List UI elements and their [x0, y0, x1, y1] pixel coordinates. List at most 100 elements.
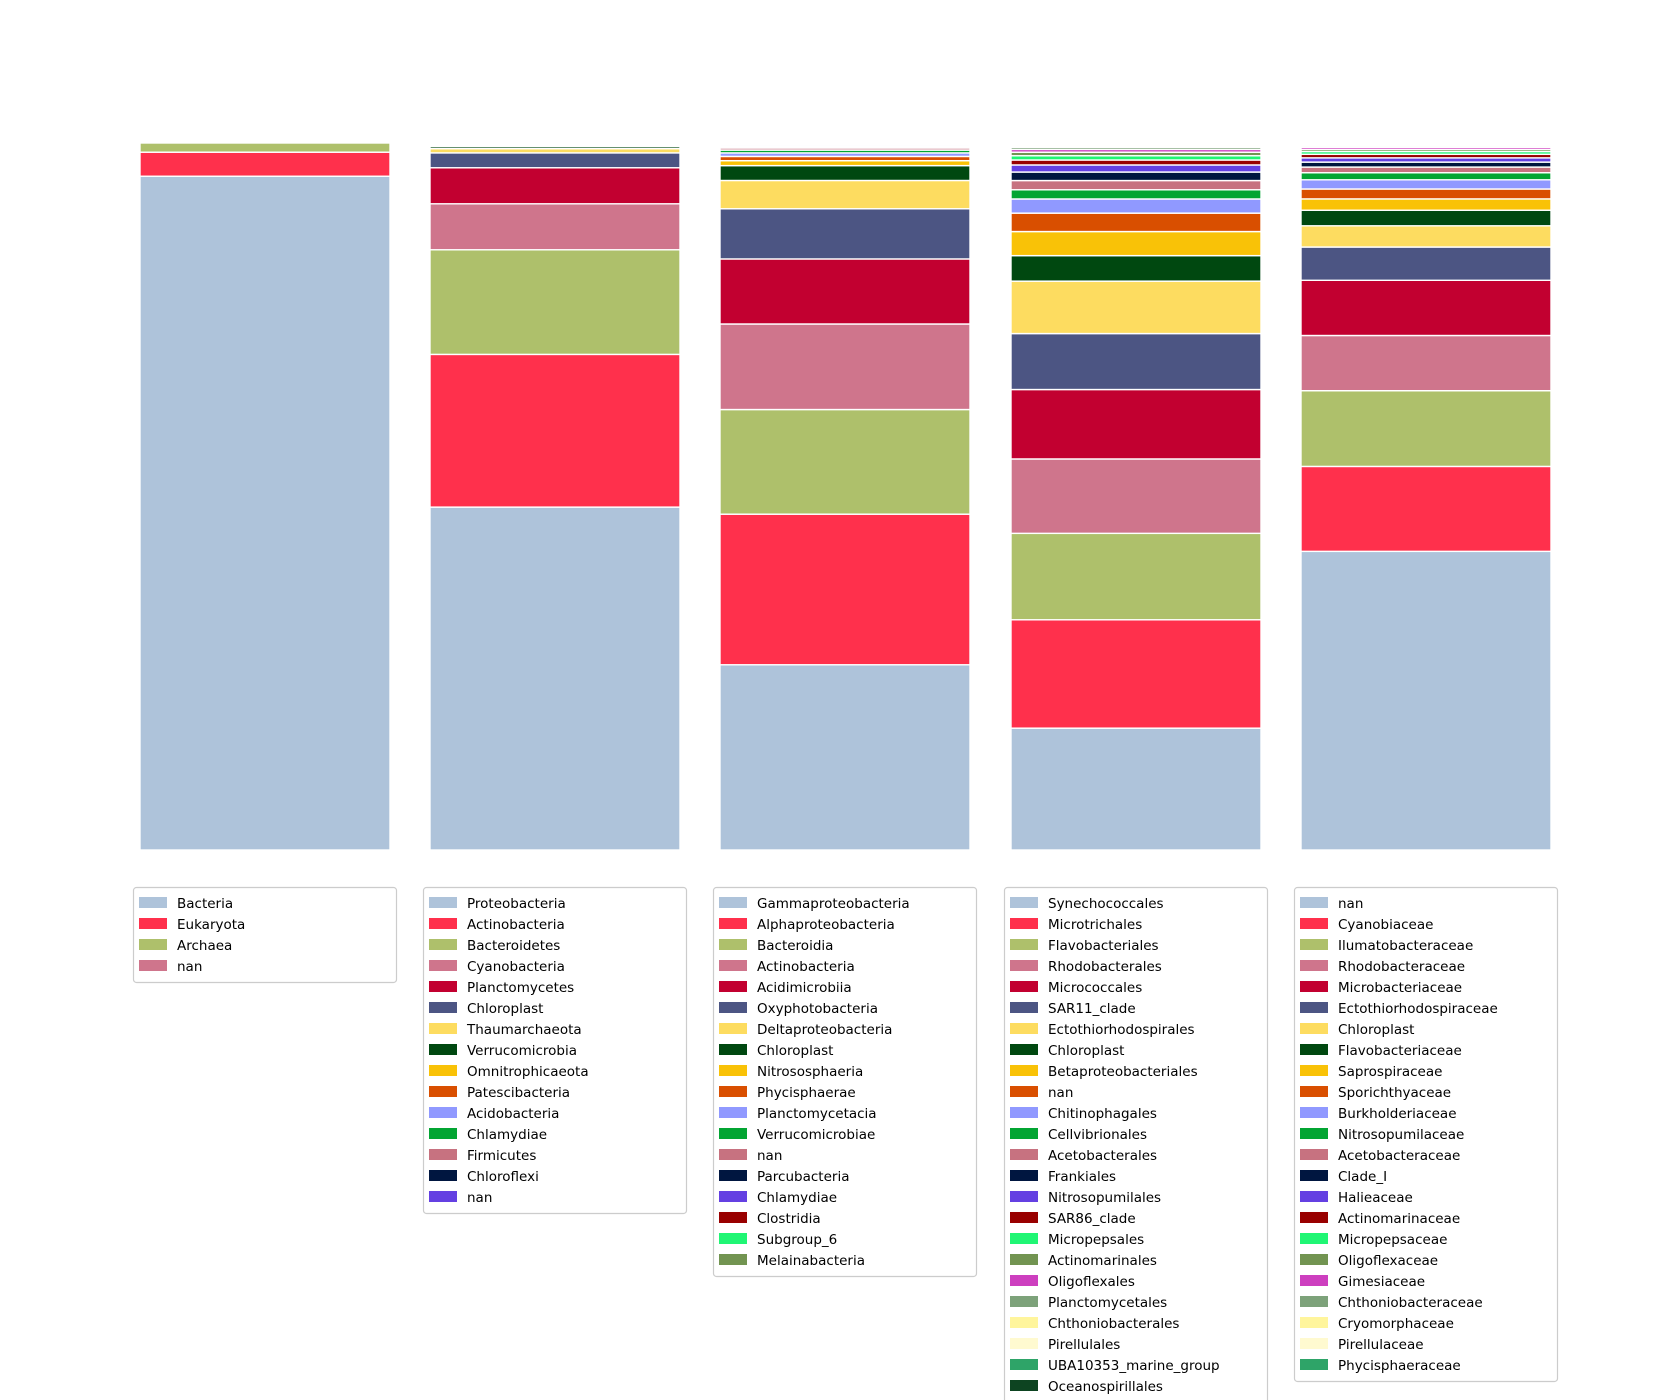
- chart-order: Synechococcales Microtrichales Flavobacter…: [1003, 142, 1269, 1400]
- bar-segment-saprospiraceae: [1300, 198, 1552, 211]
- bar-segment-chloroplast: [719, 164, 971, 182]
- legend-swatch: [429, 1086, 457, 1097]
- legend-label: nan: [467, 1190, 492, 1206]
- legend-swatch: [1300, 1233, 1328, 1244]
- legend-frame: [1293, 886, 1559, 1383]
- bar-segment-chitinophagales: [1010, 198, 1262, 214]
- legend-label: Chloroplast: [1048, 1043, 1124, 1059]
- legend-domain: Bacteria Eukaryota Archaea nan: [132, 886, 398, 984]
- bar-segment-chloroplast: [429, 152, 681, 169]
- legend-swatch: [719, 1170, 747, 1181]
- bar-segment-acetobacteraceae: [1300, 166, 1552, 174]
- legend-swatch: [719, 1044, 747, 1055]
- bar-segment-melainabacteria: [719, 142, 971, 145]
- legend-label: Actinomarinales: [1048, 1253, 1157, 1269]
- legend-label: Actinobacteria: [757, 959, 855, 975]
- legend-swatch: [1010, 1149, 1038, 1160]
- legend-label: Patescibacteria: [467, 1085, 570, 1101]
- bar-segment-nan: [1300, 550, 1552, 851]
- legend-swatch: [1010, 1107, 1038, 1118]
- legend-label: nan: [1338, 896, 1363, 912]
- legend-label: Halieaceae: [1338, 1190, 1413, 1206]
- legend-label: Acidobacteria: [467, 1106, 559, 1122]
- legend-label: Cryomorphaceae: [1338, 1316, 1454, 1332]
- legend-swatch: [429, 1002, 457, 1013]
- legend-label: Clostridia: [757, 1211, 821, 1227]
- chart-phylum: Proteobacteria Actinobacteria Bacteroidete…: [422, 142, 688, 1215]
- legend-label: Chlamydiae: [757, 1190, 837, 1206]
- legend-swatch: [139, 897, 167, 908]
- bar-segment-actinobacteria: [429, 353, 681, 508]
- bar-segment-oxyphotobacteria: [719, 208, 971, 260]
- legend-label: Micropepsaceae: [1338, 1232, 1447, 1248]
- legend-swatch: [139, 960, 167, 971]
- legend-swatch: [1010, 1296, 1038, 1307]
- bar-segment-rhodobacteraceae: [1300, 334, 1552, 392]
- bar-segment-phycisphaeraceae: [1300, 142, 1552, 145]
- legend-swatch: [1010, 1065, 1038, 1076]
- legend-family: nan Cyanobiaceae Ilumatobacteraceae Rhodoba…: [1293, 886, 1559, 1383]
- legend-label: Bacteria: [177, 896, 233, 912]
- chart-domain: Bacteria Eukaryota Archaea nan: [132, 142, 398, 984]
- bar-segment-acidimicrobiia: [719, 258, 971, 325]
- legend-label: nan: [757, 1148, 782, 1164]
- legend-label: Alphaproteobacteria: [757, 917, 895, 933]
- legend-label: nan: [1048, 1085, 1073, 1101]
- legend-swatch: [1300, 1086, 1328, 1097]
- legend-label: Clade_I: [1338, 1169, 1387, 1185]
- legend-swatch: [1300, 1212, 1328, 1223]
- legend-swatch: [1300, 981, 1328, 992]
- legend-label: SAR86_clade: [1048, 1211, 1136, 1227]
- bar-segment-deltaproteobacteria: [719, 179, 971, 210]
- bar-segment-gammaproteobacteria: [719, 664, 971, 851]
- legend-label: Cellvibrionales: [1048, 1127, 1147, 1143]
- legend-label: Planctomycetacia: [757, 1106, 877, 1122]
- legend-swatch: [429, 1107, 457, 1118]
- bar-segment-sar11-clade: [1010, 332, 1262, 391]
- legend-label: Chloroplast: [467, 1001, 543, 1017]
- legend-label: Rhodobacterales: [1048, 959, 1162, 975]
- bar-segment-nitrososphaeria: [719, 159, 971, 167]
- legend-swatch: [429, 1149, 457, 1160]
- legend-swatch: [1010, 1002, 1038, 1013]
- legend-label: Rhodobacteraceae: [1338, 959, 1465, 975]
- bar-segment-burkholderiaceae: [1300, 179, 1552, 190]
- legend-label: Oligoflexales: [1048, 1274, 1135, 1290]
- legend-swatch: [719, 1002, 747, 1013]
- legend-label: nan: [177, 959, 202, 975]
- legend-swatch: [1300, 1044, 1328, 1055]
- legend-swatch: [719, 981, 747, 992]
- bar-segment-rhodobacterales: [1010, 458, 1262, 535]
- bar-segment-microtrichales: [1010, 619, 1262, 729]
- bar-segment-eukaryota: [139, 151, 391, 177]
- legend-swatch: [1300, 1002, 1328, 1013]
- bar-segment-flavobacteriales: [1010, 532, 1262, 621]
- legend-label: Chloroplast: [1338, 1022, 1414, 1038]
- legend-frame: [712, 886, 978, 1278]
- legend-swatch: [1300, 1149, 1328, 1160]
- legend-label: Firmicutes: [467, 1148, 536, 1164]
- bar-segment-nitrosopumilaceae: [1300, 172, 1552, 181]
- legend-label: Saprospiraceae: [1338, 1064, 1442, 1080]
- legend-label: Oceanospirillales: [1048, 1379, 1163, 1395]
- legend-swatch: [429, 1170, 457, 1181]
- bar-segment-bacteroidia: [719, 408, 971, 515]
- legend-label: Pirellulaceae: [1338, 1337, 1424, 1353]
- legend-swatch: [1010, 1233, 1038, 1244]
- bar-segment-nitrosopumilales: [1010, 164, 1262, 173]
- legend-label: Oxyphotobacteria: [757, 1001, 878, 1017]
- legend-swatch: [1300, 1359, 1328, 1370]
- legend-swatch: [719, 960, 747, 971]
- legend-label: Bacteroidetes: [467, 938, 560, 954]
- bar-segment-synechococcales: [1010, 727, 1262, 851]
- bar-segment-nan: [1010, 212, 1262, 233]
- legend-label: Gimesiaceae: [1338, 1274, 1425, 1290]
- legend-label: Microbacteriaceae: [1338, 980, 1462, 996]
- legend-label: Ectothiorhodospiraceae: [1338, 1001, 1498, 1017]
- legend-label: Chloroflexi: [467, 1169, 539, 1185]
- legend-label: Deltaproteobacteria: [757, 1022, 892, 1038]
- legend-swatch: [1010, 1275, 1038, 1286]
- legend-label: Chloroplast: [757, 1043, 833, 1059]
- legend-swatch: [1010, 1044, 1038, 1055]
